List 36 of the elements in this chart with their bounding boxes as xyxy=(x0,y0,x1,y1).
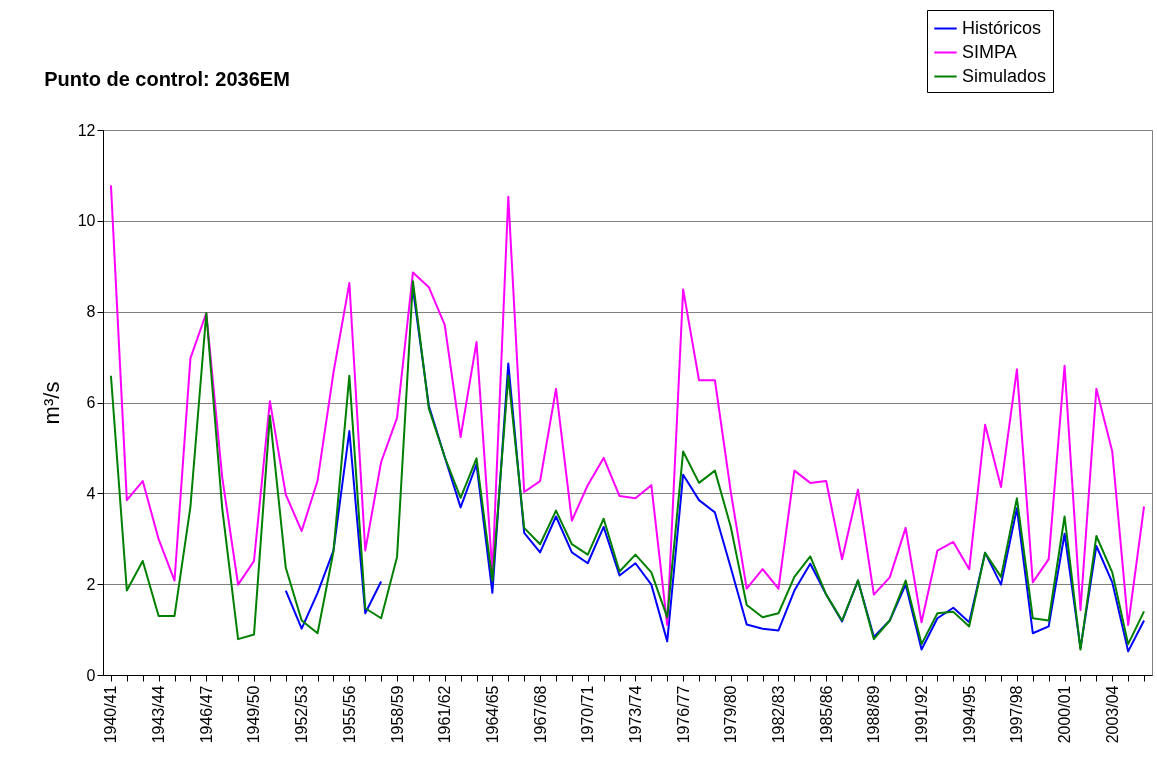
line-series xyxy=(109,280,1146,651)
x-tick-label: 1991/92 xyxy=(913,685,931,744)
x-tick-label: 1949/50 xyxy=(245,685,263,744)
y-tick-label: 8 xyxy=(86,303,96,321)
x-tick-label: 1994/95 xyxy=(960,685,978,744)
x-tick-label: 1967/68 xyxy=(531,685,549,744)
x-tick-label: 1973/74 xyxy=(626,685,644,744)
line-series xyxy=(109,184,1146,627)
x-tick-label: 1961/62 xyxy=(436,685,454,744)
x-tick-label: 1970/71 xyxy=(579,685,597,744)
y-tick-label: 4 xyxy=(86,484,96,502)
x-tick-label: 1982/83 xyxy=(769,685,787,744)
legend-label: SIMPA xyxy=(962,41,1017,62)
x-tick-label: 1985/86 xyxy=(817,685,835,744)
y-axis-title: m³/s xyxy=(38,381,64,425)
x-tick-label: 1976/77 xyxy=(674,685,692,744)
y-tick-label: 12 xyxy=(77,121,96,139)
x-tick-label: 1940/41 xyxy=(102,685,120,744)
x-tick-label: 1946/47 xyxy=(197,685,215,744)
x-tick-label: 2003/04 xyxy=(1103,685,1121,744)
chart-title: Punto de control: 2036EM xyxy=(44,67,290,90)
legend-label: Históricos xyxy=(962,17,1042,38)
legend-label: Simulados xyxy=(962,65,1047,86)
y-tick-label: 6 xyxy=(86,394,96,411)
x-tick-label: 1964/65 xyxy=(483,685,501,744)
y-tick-label: 2 xyxy=(86,575,96,593)
x-tick-label: 1958/59 xyxy=(388,685,406,744)
y-tick-label: 10 xyxy=(77,212,96,230)
x-tick-label: 1988/89 xyxy=(865,685,883,744)
x-tick-label: 1952/53 xyxy=(293,685,311,744)
x-tick-label: 2000/01 xyxy=(1056,685,1074,744)
x-tick-label: 1997/98 xyxy=(1008,685,1026,744)
x-tick-label: 1979/80 xyxy=(722,685,740,744)
x-tick-label: 1943/44 xyxy=(150,685,168,744)
y-tick-label: 0 xyxy=(86,666,96,684)
x-tick-label: 1955/56 xyxy=(340,685,358,744)
